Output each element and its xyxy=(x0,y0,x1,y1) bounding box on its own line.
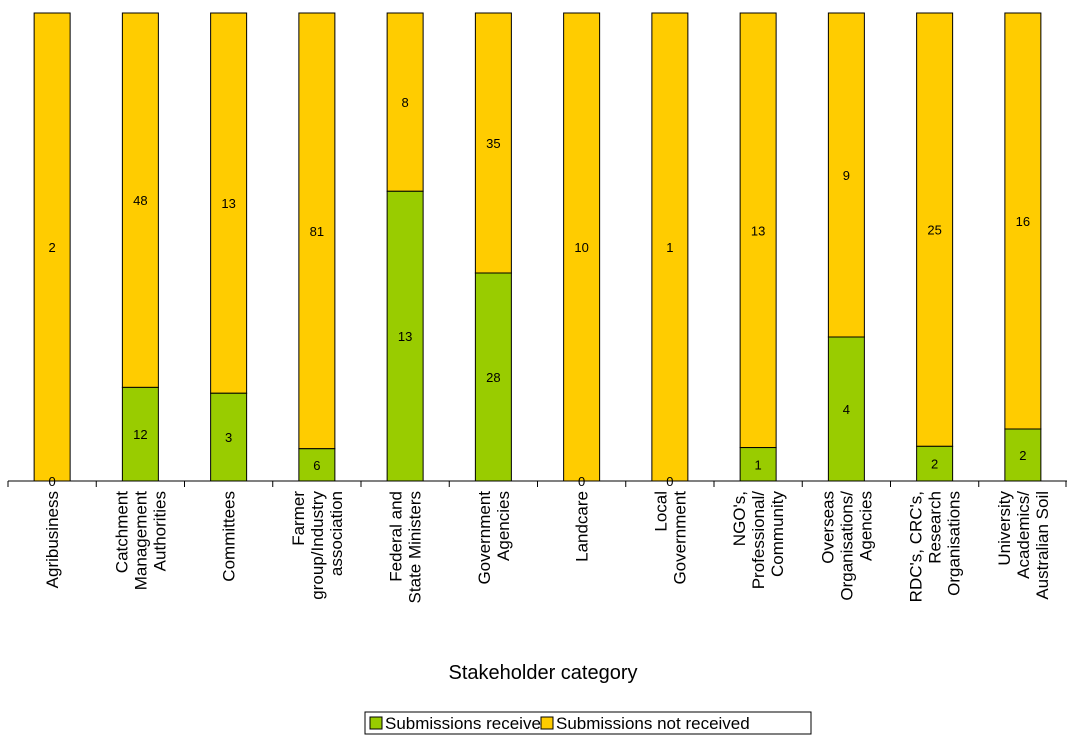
x-tick-label: UniversityAcademics/Australian Soil xyxy=(995,491,1052,600)
bar-not-received xyxy=(1004,12,1042,430)
data-label-received: 28 xyxy=(486,370,500,385)
legend-swatch-received xyxy=(369,716,383,730)
legend-swatch-not-received xyxy=(540,716,554,730)
data-label-received: 12 xyxy=(133,427,147,442)
data-label-not-received: 10 xyxy=(574,240,588,255)
data-labels: 0 2 12 48 3 13 6 81 13 8 28 35 0 10 0 1 1 13 4 9 2 25 2 16 xyxy=(49,95,1031,489)
x-tick-label: Committees xyxy=(220,491,239,582)
data-label-not-received: 48 xyxy=(133,193,147,208)
bar-not-received xyxy=(33,12,71,482)
data-label-received: 1 xyxy=(755,457,762,472)
data-label-received: 2 xyxy=(1019,448,1026,463)
data-label-not-received: 9 xyxy=(843,168,850,183)
bar-received xyxy=(121,386,159,482)
x-tick-label: GovernmentAgencies xyxy=(475,491,513,585)
x-tick-label: Landcare xyxy=(573,491,592,562)
bar-received xyxy=(1004,428,1042,482)
x-axis: Agribusiness CatchmentManagementAuthoriti… xyxy=(7,480,1067,603)
bar-received xyxy=(474,272,512,482)
data-label-not-received: 2 xyxy=(49,240,56,255)
bar-not-received xyxy=(386,12,424,192)
legend-label-not-received: Submissions not received xyxy=(556,714,750,733)
data-label-received: 3 xyxy=(225,430,232,445)
x-tick-label: LocalGovernment xyxy=(651,491,689,585)
bar-not-received xyxy=(210,12,248,394)
bar-not-received xyxy=(298,12,336,450)
data-label-not-received: 8 xyxy=(402,95,409,110)
bar-not-received xyxy=(916,12,954,447)
legend-label-received: Submissions received xyxy=(385,714,550,733)
bar-not-received xyxy=(563,12,601,482)
data-label-received: 2 xyxy=(931,457,938,472)
data-label-received: 0 xyxy=(578,474,585,489)
legend: Submissions received Submissions not rece… xyxy=(364,711,812,735)
data-label-received: 4 xyxy=(843,402,850,417)
data-label-received: 13 xyxy=(398,329,412,344)
bar-not-received xyxy=(121,12,159,388)
x-tick-label: OverseasOrganisations/Agencies xyxy=(818,491,875,601)
legend-box xyxy=(364,711,812,735)
data-label-not-received: 35 xyxy=(486,136,500,151)
bar-not-received xyxy=(739,12,777,449)
x-axis-title: Stakeholder category xyxy=(448,662,637,684)
bar-received xyxy=(916,445,954,482)
data-label-not-received: 81 xyxy=(310,224,324,239)
data-label-not-received: 25 xyxy=(927,223,941,238)
data-label-not-received: 16 xyxy=(1016,214,1030,229)
bar-received xyxy=(827,336,865,482)
x-tick-label: CatchmentManagementAuthorities xyxy=(112,491,169,591)
x-tick-label: Farmergroup/Industryassociation xyxy=(289,491,346,600)
data-label-not-received: 13 xyxy=(751,223,765,238)
x-tick-label: NGO's,Professional/Community xyxy=(730,491,787,590)
x-tick-label: Agribusiness xyxy=(43,491,62,588)
data-label-not-received: 1 xyxy=(666,240,673,255)
bar-not-received xyxy=(474,12,512,274)
data-label-received: 6 xyxy=(313,458,320,473)
x-tick-label: Federal andState Ministers xyxy=(387,491,425,603)
data-label-not-received: 13 xyxy=(221,196,235,211)
x-tick-label: RDC's, CRC's,ResearchOrganisations xyxy=(907,491,964,602)
data-label-received: 0 xyxy=(49,474,56,489)
data-label-received: 0 xyxy=(666,474,673,489)
plot-area xyxy=(33,12,1042,482)
bar-not-received xyxy=(827,12,865,338)
